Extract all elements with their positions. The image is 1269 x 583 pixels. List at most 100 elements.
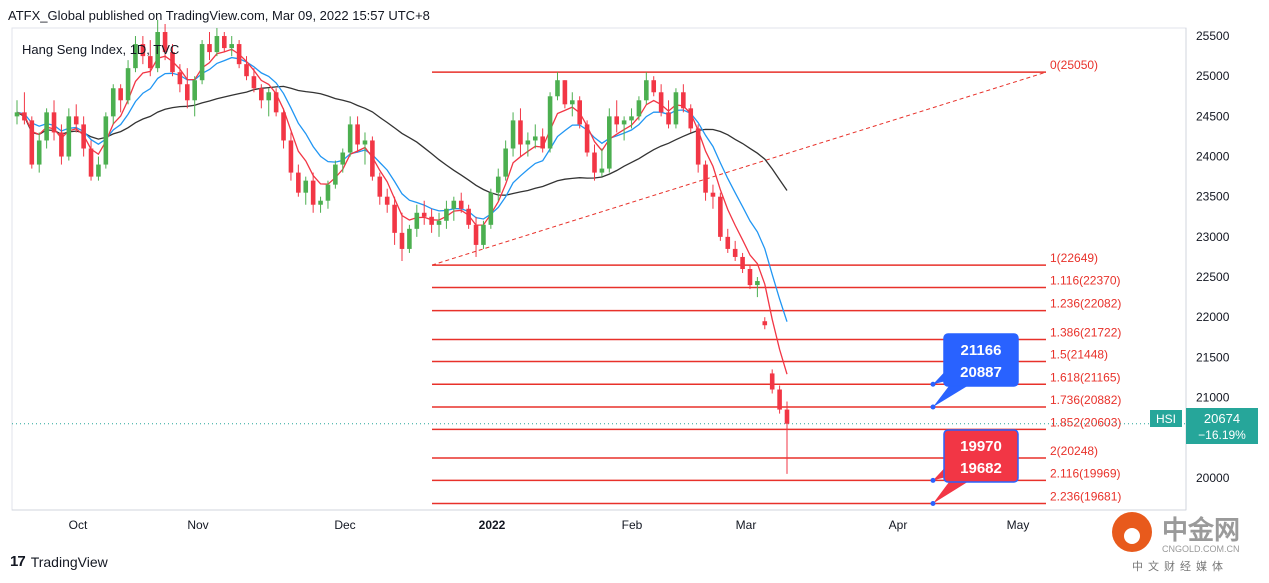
candle-body [118,88,123,101]
axes: 25500 25000 24500 24000 23500 23000 22500 22000… [12,28,1230,532]
candle [377,172,383,205]
ma-slow-line [16,85,788,196]
callout-anchor [930,500,936,506]
candle [658,84,664,117]
candle-body [755,281,760,286]
candle-body [66,116,72,157]
candle [458,192,464,213]
candle-body [384,196,390,205]
candle [214,28,220,57]
candle [29,116,35,169]
y-tick-label: 22500 [1196,270,1230,284]
candle-body [14,112,20,117]
fib-label: 1(22649) [1050,251,1098,265]
candle-body [333,164,338,185]
candle-body [355,124,360,145]
candle-body [36,140,42,165]
candle [725,228,731,253]
price-tag-change: −16.19% [1198,428,1246,442]
price-tag-symbol-bg [1150,410,1182,427]
candle [110,84,116,125]
publisher-caption: ATFX_Global published on TradingView.com… [8,8,430,23]
candle-body [110,88,116,117]
candle-body [651,80,657,93]
candle-body [592,152,597,173]
x-tick-label: Oct [69,518,88,532]
price-tag-bg [1186,408,1258,444]
candle [732,240,738,261]
candle-body [325,184,331,201]
candle [140,36,146,65]
candle-body [703,164,708,193]
candle [362,132,368,165]
candle-body [222,36,227,49]
y-tick-label: 23500 [1196,190,1230,204]
candle [222,32,227,53]
candle [644,72,649,105]
candle [370,136,375,181]
candle-body [762,321,768,326]
candle-body [740,256,745,269]
callout-line2: 20887 [960,364,1002,381]
candle-body [96,164,101,177]
candle-body [503,148,508,177]
y-tick-label: 21000 [1196,391,1230,405]
candle-body [577,100,582,125]
candle [421,200,427,225]
x-tick-label: Apr [889,518,908,532]
candle [303,176,309,205]
candle-body [666,112,671,125]
candle [229,36,235,57]
candle-body [777,389,782,410]
candle [199,40,205,85]
candle [22,92,27,125]
watermark-url: CNGOLD.COM.CN [1162,544,1240,554]
candle-body [681,92,686,109]
candle [273,88,279,117]
cngold-watermark: 中金网 CNGOLD.COM.CN 中文财经媒体 [1112,508,1262,578]
ema-mid-line [16,56,788,322]
candle [466,204,471,229]
candle-body [510,120,516,149]
candle [666,100,671,129]
candle [251,68,257,93]
x-tick-label: 2022 [479,518,506,532]
candle [325,180,331,209]
candle [607,108,612,173]
watermark-tagline: 中文财经媒体 [1132,560,1228,573]
candle-body [192,80,197,101]
x-tick-label: May [1007,518,1030,532]
candle [51,100,57,141]
price-tag-symbol: HSI [1156,412,1176,426]
candle [96,156,101,181]
candle-body [414,212,420,229]
candle-body [103,116,109,165]
candle-body [184,84,190,101]
watermark-name: 中金网 [1162,516,1241,546]
candle-body [695,128,701,165]
fib-label: 2.116(19969) [1050,466,1121,480]
candle [584,120,590,157]
candle-body [495,176,501,193]
candle-body [421,212,427,217]
fib-label: 1.736(20882) [1050,393,1121,407]
candle [392,196,397,245]
callout-line2: 19682 [960,460,1002,477]
candle-body [377,176,383,197]
candle-body [51,112,57,133]
candle-body [170,52,175,73]
moving-averages [16,48,788,375]
fib-label: 2.236(19681) [1050,489,1121,503]
y-tick-label: 24500 [1196,109,1230,123]
candle [510,112,516,157]
candle-body [392,204,397,233]
overlays: 21166 20887 19970 19682 HSI 20674 −16.19% [930,333,1258,506]
candle-body [407,228,412,249]
candle [718,192,723,241]
candle [562,80,568,109]
candle [747,264,753,290]
footer-brand[interactable]: 17 TradingView [10,553,108,570]
y-tick-label: 25000 [1196,69,1230,83]
y-tick-label: 24000 [1196,150,1230,164]
